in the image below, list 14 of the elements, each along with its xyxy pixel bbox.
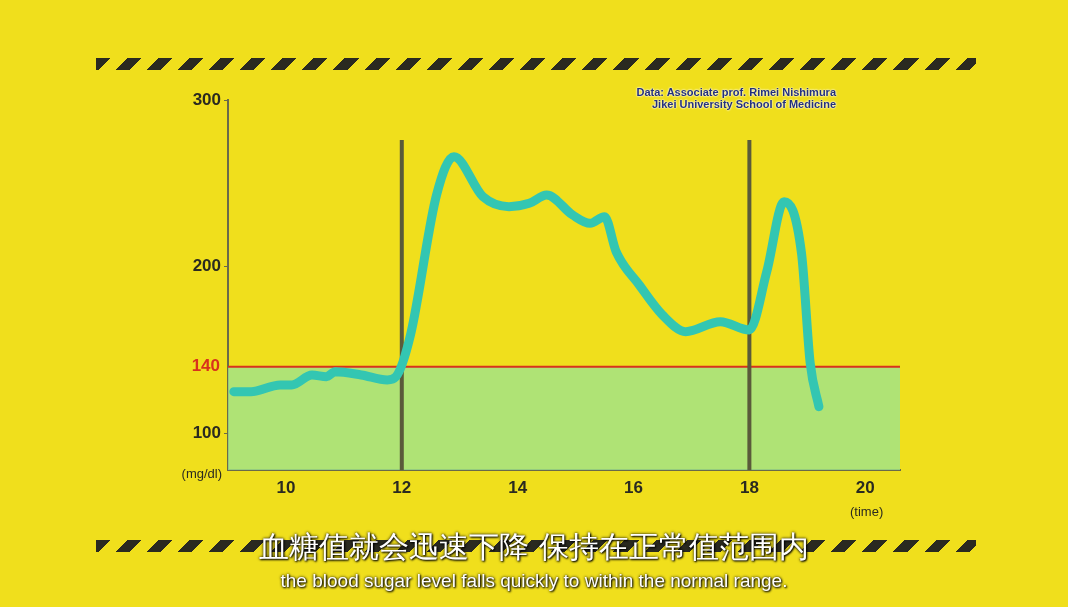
y-tick-label: 200 — [192, 256, 221, 276]
annotation: Data: Associate prof. Rimei Nishimura Jikei University School of Medicine — [636, 86, 836, 110]
ref-line-label: 140 — [191, 356, 220, 376]
x-axis-title: (time) — [850, 504, 884, 520]
x-tick-label: 12 — [392, 477, 412, 497]
text: the blood sugar level falls quickly to within the normal range. — [279, 570, 789, 592]
y-axis-title: (mg/dl) — [181, 465, 222, 481]
y-tick-label: 300 — [192, 89, 221, 109]
y-tick-label: 100 — [192, 423, 221, 443]
x-tick-label: 14 — [508, 477, 528, 497]
x-tick-label: 18 — [739, 477, 759, 497]
x-tick-label: 16 — [624, 477, 643, 497]
x-tick-label: 20 — [855, 477, 875, 497]
x-tick-label: 10 — [276, 477, 296, 497]
